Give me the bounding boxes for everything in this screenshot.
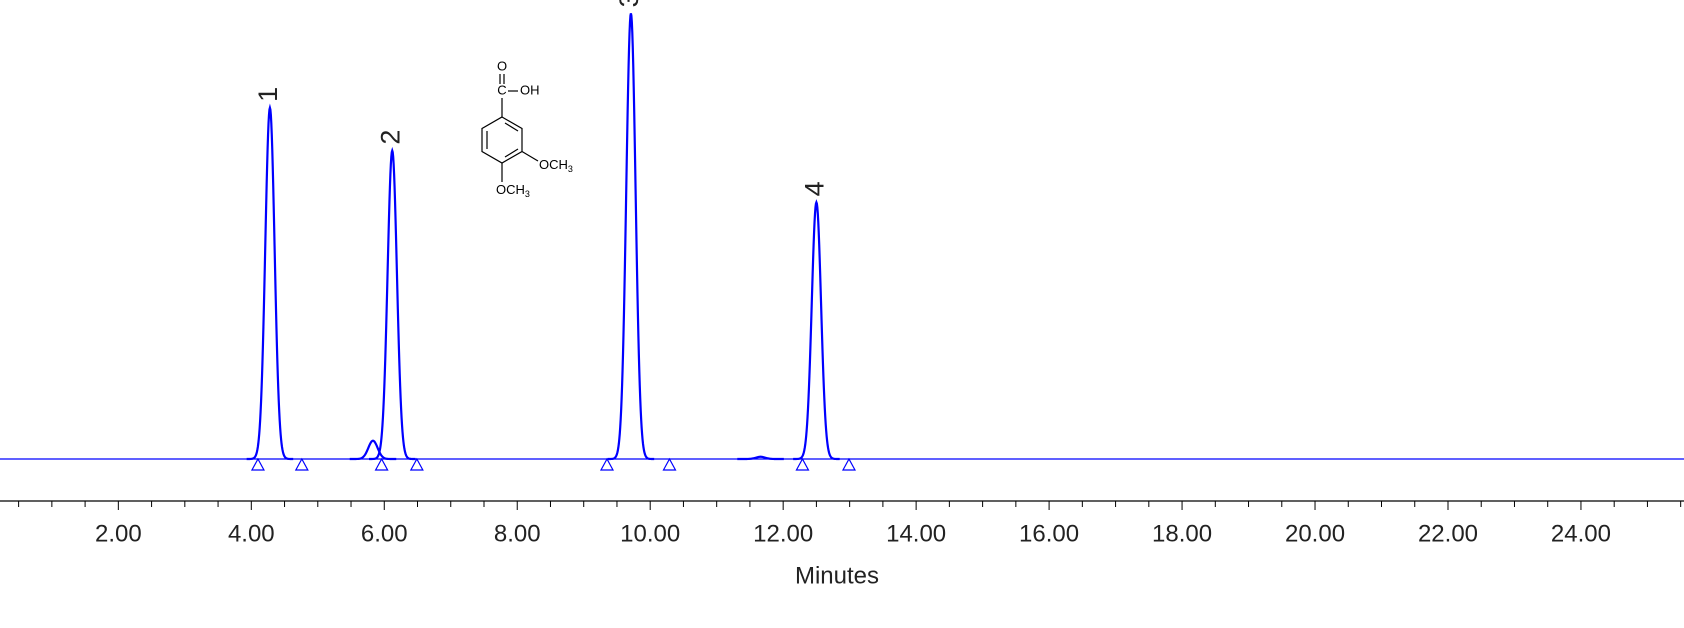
x-tick-label: 14.00 [886, 520, 946, 547]
peak [737, 455, 784, 461]
atom-text: OCH [539, 157, 568, 172]
x-tick-label: 24.00 [1551, 520, 1611, 547]
subscript: 3 [568, 164, 573, 174]
x-axis-label: Minutes [795, 562, 879, 589]
atom-label: C [497, 82, 506, 97]
peak [607, 13, 655, 461]
peak-event-marker [409, 457, 424, 471]
x-tick-label: 8.00 [494, 520, 541, 547]
peak-event-marker [250, 457, 265, 471]
double-bond [504, 148, 519, 158]
x-tick-label: 10.00 [620, 520, 680, 547]
ring [481, 116, 523, 164]
atom-label: O [497, 58, 507, 73]
x-tick-label: 2.00 [95, 520, 142, 547]
structure: O C OH OCH3 OCH3 [481, 58, 573, 199]
x-tick-label: 6.00 [361, 520, 408, 547]
atom-label: OCH3 [539, 157, 573, 174]
x-tick-label: 18.00 [1152, 520, 1212, 547]
x-tick-label: 4.00 [228, 520, 275, 547]
peak [793, 199, 840, 461]
x-tick-label: 12.00 [753, 520, 813, 547]
peak-label: 3 [614, 0, 644, 7]
atom-text: OCH [496, 182, 525, 197]
peak-event-marker [599, 457, 614, 471]
subscript: 3 [525, 189, 530, 199]
x-tick-label: 16.00 [1019, 520, 1079, 547]
peak [246, 103, 294, 461]
peak-label: 2 [375, 130, 405, 145]
peak-event-marker [662, 457, 677, 471]
peak-event-marker [374, 457, 389, 471]
peak-event-marker [294, 457, 309, 471]
atom-label: OCH3 [496, 182, 530, 199]
bond [521, 150, 539, 162]
peak-event-marker [795, 457, 810, 471]
peak [349, 439, 397, 461]
x-tick-label: 20.00 [1285, 520, 1345, 547]
atom-label: OH [520, 82, 540, 97]
peak-event-marker [841, 457, 856, 471]
peak-label: 1 [253, 87, 283, 102]
peak-label: 4 [800, 181, 830, 196]
double-bond [504, 122, 519, 132]
peak [368, 146, 416, 461]
x-tick-label: 22.00 [1418, 520, 1478, 547]
